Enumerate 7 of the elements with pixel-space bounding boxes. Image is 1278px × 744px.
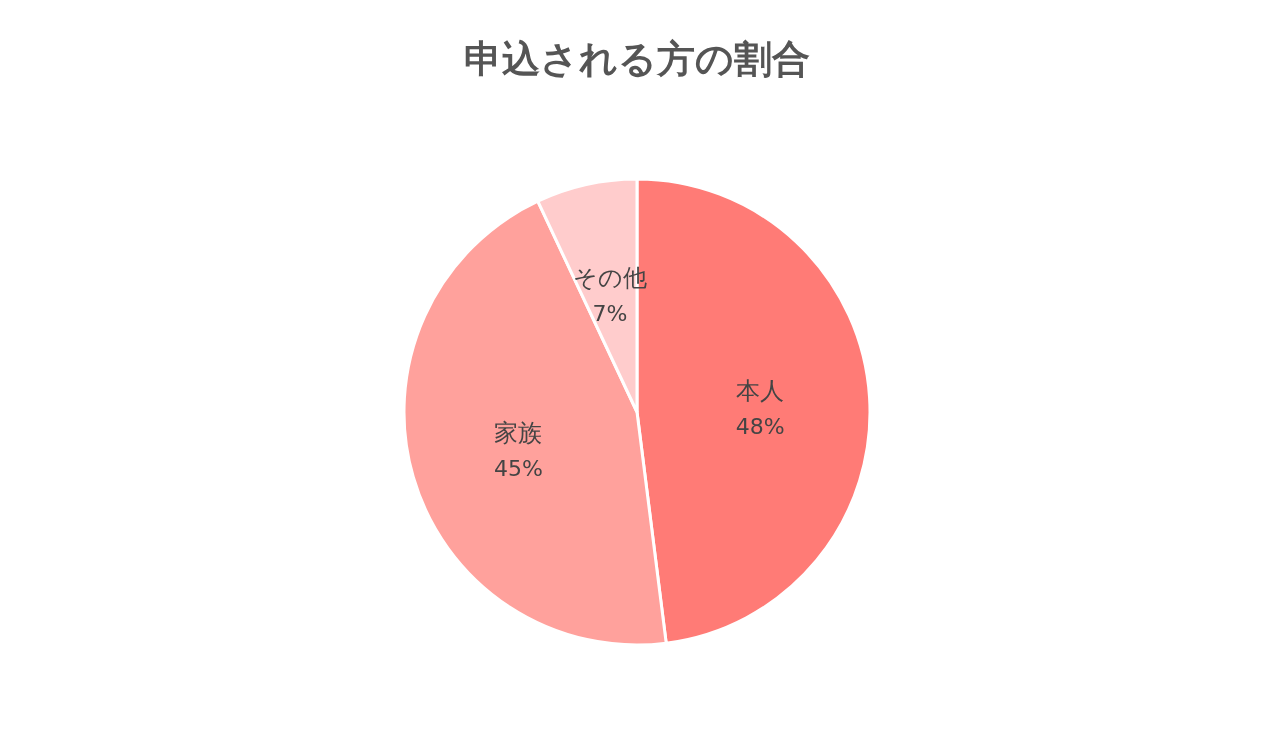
slice-label: 本人: [736, 377, 785, 406]
slice-label: その他: [573, 264, 648, 293]
data-label: 48%: [735, 414, 785, 440]
slice-label: 家族: [494, 419, 543, 448]
data-label: 7%: [592, 301, 628, 327]
data-label: 45%: [493, 456, 543, 482]
chart-title: 申込される方の割合: [464, 37, 810, 81]
